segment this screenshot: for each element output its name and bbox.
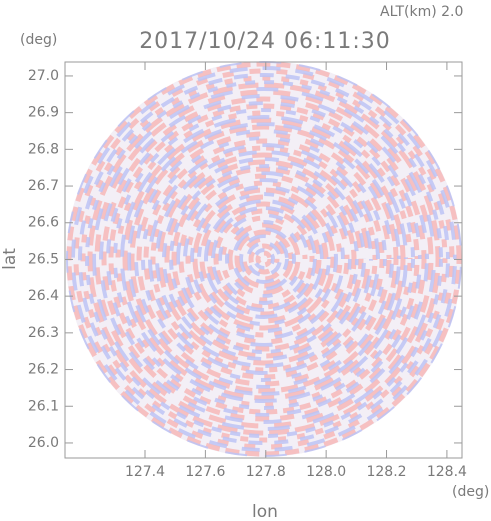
echo-ring [92, 87, 436, 431]
altitude-label: ALT(km) 2.0 [380, 4, 463, 20]
y-axis-label: lat [0, 248, 20, 270]
chart-title: 2017/10/24 06:11:30 [139, 29, 391, 54]
echo-ring [169, 164, 359, 354]
echo-ring [192, 187, 336, 331]
y-tick-label: 26.0 [28, 435, 59, 451]
echo-ring [155, 150, 373, 368]
echo-ring [134, 129, 394, 389]
echo-ring [197, 192, 331, 326]
y-unit: (deg) [20, 32, 57, 48]
echo-ring [85, 80, 443, 438]
y-tick-label: 26.9 [28, 105, 59, 121]
echo-ring [211, 206, 317, 312]
echo-ring [143, 138, 385, 380]
x-unit: (deg) [452, 484, 489, 500]
x-tick-label: 127.4 [125, 464, 165, 480]
x-tick-label: 128.2 [366, 464, 406, 480]
echo-ring [239, 234, 289, 284]
y-tick-label: 26.3 [28, 325, 59, 341]
echo-ring [171, 166, 357, 352]
y-tick-label: 27.0 [28, 68, 59, 84]
echo-ring [190, 185, 338, 333]
echo-ring [127, 122, 401, 396]
echo-ring [122, 117, 406, 401]
echo-ring [206, 201, 322, 317]
echo-ring [225, 220, 303, 298]
echo-ring [232, 227, 296, 291]
echo-ring [248, 243, 280, 275]
echo-ring [253, 248, 275, 270]
echo-ring [164, 159, 364, 359]
echo-ring [213, 208, 315, 310]
echo-ring [78, 73, 450, 445]
echo-ring [234, 229, 294, 289]
echo-ring [255, 250, 273, 268]
echo-ring [204, 199, 324, 319]
y-tick-label: 26.5 [28, 251, 59, 267]
y-tick-label: 26.4 [28, 288, 59, 304]
echo-ring [120, 115, 408, 403]
echo-ring [227, 222, 301, 296]
plot-frame [64, 61, 463, 459]
echo-ring [148, 143, 380, 375]
x-axis-label: lon [252, 502, 278, 521]
y-tick-label: 26.6 [28, 215, 59, 231]
echo-ring [99, 94, 429, 424]
echo-ring [183, 178, 345, 340]
echo-ring [157, 152, 371, 366]
x-tick-label: 127.6 [185, 464, 225, 480]
echo-ring [218, 213, 310, 305]
echo-field [66, 61, 462, 457]
y-tick-label: 26.2 [28, 362, 59, 378]
echo-ring [199, 194, 329, 324]
echo-ring [113, 108, 415, 410]
echo-ring [106, 101, 422, 417]
y-tick-label: 26.8 [28, 141, 59, 157]
echo-ring [129, 124, 399, 394]
echo-ring [150, 145, 378, 373]
echo-ring [101, 96, 427, 422]
echo-ring [80, 75, 448, 443]
echo-ring [108, 103, 420, 415]
echo-ring [176, 171, 352, 347]
echo-ring [178, 173, 350, 345]
x-tick-label: 127.8 [246, 464, 286, 480]
y-tick-label: 26.7 [28, 178, 59, 194]
echo-ring [220, 215, 308, 303]
echo-ring [141, 136, 387, 382]
echo-ring [185, 180, 343, 338]
x-tick-label: 128.0 [306, 464, 346, 480]
echo-ring [115, 110, 413, 408]
y-tick-label: 26.1 [28, 398, 59, 414]
echo-ring [87, 82, 441, 436]
x-tick-label: 128.4 [427, 464, 467, 480]
echo-ring [136, 131, 392, 387]
